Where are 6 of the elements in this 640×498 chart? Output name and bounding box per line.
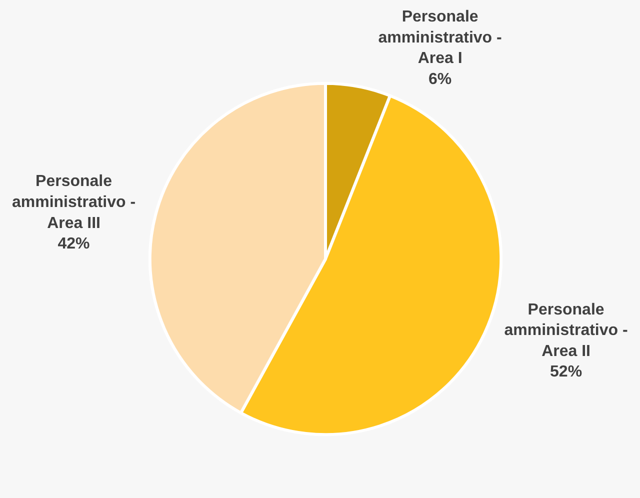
- slice-label: Personale amministrativo - Area II: [504, 301, 628, 360]
- data-label: 42%: [58, 236, 90, 253]
- data-label: 6%: [428, 70, 452, 88]
- slice-label: Personale amministrativo - Area I: [378, 8, 502, 68]
- data-label: 52%: [550, 364, 582, 381]
- slice-label: Personale amministrativo - Area III: [12, 173, 136, 232]
